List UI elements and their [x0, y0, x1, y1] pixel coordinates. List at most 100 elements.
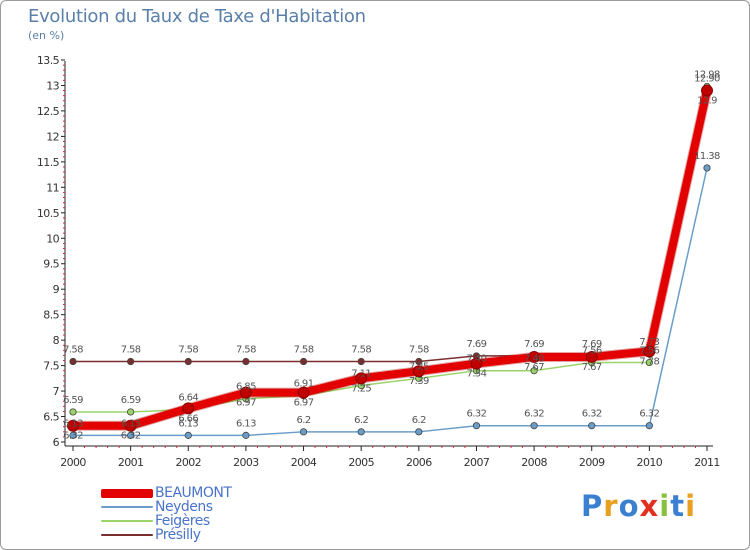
y-tick-label: 7 [53, 385, 60, 398]
logo-letter: t [670, 489, 686, 523]
data-point-presilly [69, 357, 77, 366]
data-label-neydens: 6.13 [236, 418, 256, 429]
data-label-neydens: 6.2 [354, 415, 368, 426]
data-label-beaumont: 6.32 [121, 431, 141, 442]
data-point-presilly [242, 357, 250, 366]
series-layer [67, 82, 713, 439]
legend-item-neydens: Neydens [101, 499, 301, 515]
chart-legend: BEAUMONT Neydens Feigères Présilly [101, 485, 301, 543]
x-tick-label: 2004 [291, 456, 317, 469]
x-tick-label: 2001 [118, 456, 144, 469]
data-point-neydens [299, 428, 308, 436]
proxiti-logo: Proxiti [581, 489, 696, 523]
x-tick-label: 2002 [175, 456, 201, 469]
data-label-beaumont: 6.97 [236, 398, 256, 409]
data-label-neydens: 6.32 [639, 409, 659, 420]
data-label-presilly: 12.90 [694, 74, 720, 85]
data-point-feigeres [127, 408, 135, 416]
data-point-beaumont [412, 365, 425, 378]
data-point-neydens [242, 431, 250, 439]
data-label-neydens: 6.13 [121, 418, 141, 429]
data-label-feigeres: 6.91 [294, 379, 314, 390]
data-label-feigeres: 6.59 [121, 395, 141, 406]
data-point-neydens [645, 422, 653, 430]
data-label-beaumont: 7.67 [582, 362, 602, 373]
x-tick-label: 2007 [464, 456, 490, 469]
chart-axes: 66.577.588.599.51010.51111.51212.51313.5… [37, 54, 720, 469]
y-tick-label: 13 [46, 79, 59, 92]
data-label-feigeres: 7.40 [467, 354, 487, 365]
data-label-neydens: 6.13 [63, 418, 83, 429]
data-point-beaumont [124, 419, 137, 432]
x-tick-label: 2005 [348, 456, 374, 469]
data-label-presilly: 7.58 [236, 345, 256, 356]
x-tick-label: 2011 [694, 456, 720, 469]
x-tick-label: 2008 [521, 456, 547, 469]
data-label-neydens: 6.32 [582, 409, 602, 420]
data-point-neydens [530, 422, 538, 430]
y-tick-label: 10.5 [37, 207, 60, 220]
data-label-beaumont: 12.9 [697, 96, 717, 107]
data-point-presilly [299, 357, 308, 366]
y-tick-label: 11 [46, 181, 59, 194]
data-point-beaumont [470, 357, 483, 370]
legend-label-feigeres: Feigères [155, 513, 210, 529]
data-label-neydens: 6.2 [296, 415, 310, 426]
data-label-beaumont: 7.67 [524, 362, 544, 373]
data-label-feigeres: 7.56 [582, 346, 602, 357]
data-point-presilly [357, 357, 365, 366]
series-line-presilly [73, 90, 708, 363]
data-label-neydens: 11.38 [694, 151, 720, 162]
legend-swatch-presilly [101, 534, 153, 536]
data-labels-layer: 7.58 7.58 7.58 7.58 7.58 7.58 7.58 7.69 7.69 7.69… [63, 69, 721, 442]
data-label-feigeres: 7.11 [351, 368, 371, 379]
y-tick-label: 12 [46, 130, 59, 143]
data-label-beaumont: 7.25 [351, 383, 371, 394]
data-point-beaumont [528, 350, 541, 363]
data-point-neydens [588, 422, 596, 430]
legend-label-presilly: Présilly [155, 527, 201, 543]
data-point-neydens [703, 164, 711, 172]
series-line-beaumont [69, 86, 711, 430]
data-label-beaumont: 7.54 [467, 369, 487, 380]
x-tick-label: 2009 [579, 456, 605, 469]
legend-item-beaumont: BEAUMONT [101, 485, 301, 501]
data-point-beaumont [239, 386, 252, 399]
series-line-feigeres [73, 86, 708, 413]
data-point-beaumont [701, 84, 713, 97]
y-tick-label: 7.5 [43, 360, 59, 373]
data-point-beaumont [643, 345, 656, 358]
y-tick-label: 8 [53, 334, 60, 347]
y-tick-label: 6 [53, 436, 60, 449]
data-point-feigeres [530, 367, 538, 375]
data-point-neydens [415, 428, 423, 436]
y-tick-label: 9.5 [43, 258, 59, 271]
data-point-neydens [472, 422, 481, 430]
data-label-beaumont: 6.97 [294, 398, 314, 409]
y-tick-label: 10 [46, 232, 59, 245]
data-label-presilly: 7.69 [524, 339, 544, 350]
data-point-neydens [357, 428, 365, 436]
data-label-neydens: 6.32 [524, 409, 544, 420]
data-label-presilly: 7.73 [639, 337, 659, 348]
x-tick-label: 2003 [233, 456, 259, 469]
data-label-feigeres: 7.56 [639, 346, 659, 357]
data-point-feigeres [69, 408, 77, 416]
data-label-presilly: 7.58 [409, 345, 429, 356]
logo-letter: o [618, 489, 640, 523]
data-point-feigeres [645, 358, 653, 367]
data-point-presilly [184, 357, 192, 366]
series-line-neydens [73, 167, 708, 437]
legend-swatch-beaumont [101, 489, 153, 498]
data-label-feigeres: 6.85 [236, 382, 256, 393]
data-point-neydens [69, 431, 77, 439]
data-label-feigeres: 6.59 [63, 395, 83, 406]
data-label-presilly: 7.58 [178, 345, 198, 356]
logo-letter: i [659, 489, 671, 523]
data-label-beaumont: 7.78 [639, 356, 659, 367]
logo-letter: i [685, 489, 697, 523]
data-label-neydens: 6.2 [412, 415, 426, 426]
data-point-beaumont [355, 372, 368, 385]
